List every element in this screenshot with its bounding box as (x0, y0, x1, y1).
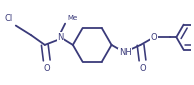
Text: O: O (139, 64, 146, 73)
Text: O: O (43, 64, 50, 73)
Text: O: O (151, 33, 157, 42)
Text: N: N (57, 33, 63, 42)
Text: Cl: Cl (5, 14, 13, 23)
Text: Me: Me (67, 15, 77, 21)
Text: NH: NH (119, 48, 132, 57)
